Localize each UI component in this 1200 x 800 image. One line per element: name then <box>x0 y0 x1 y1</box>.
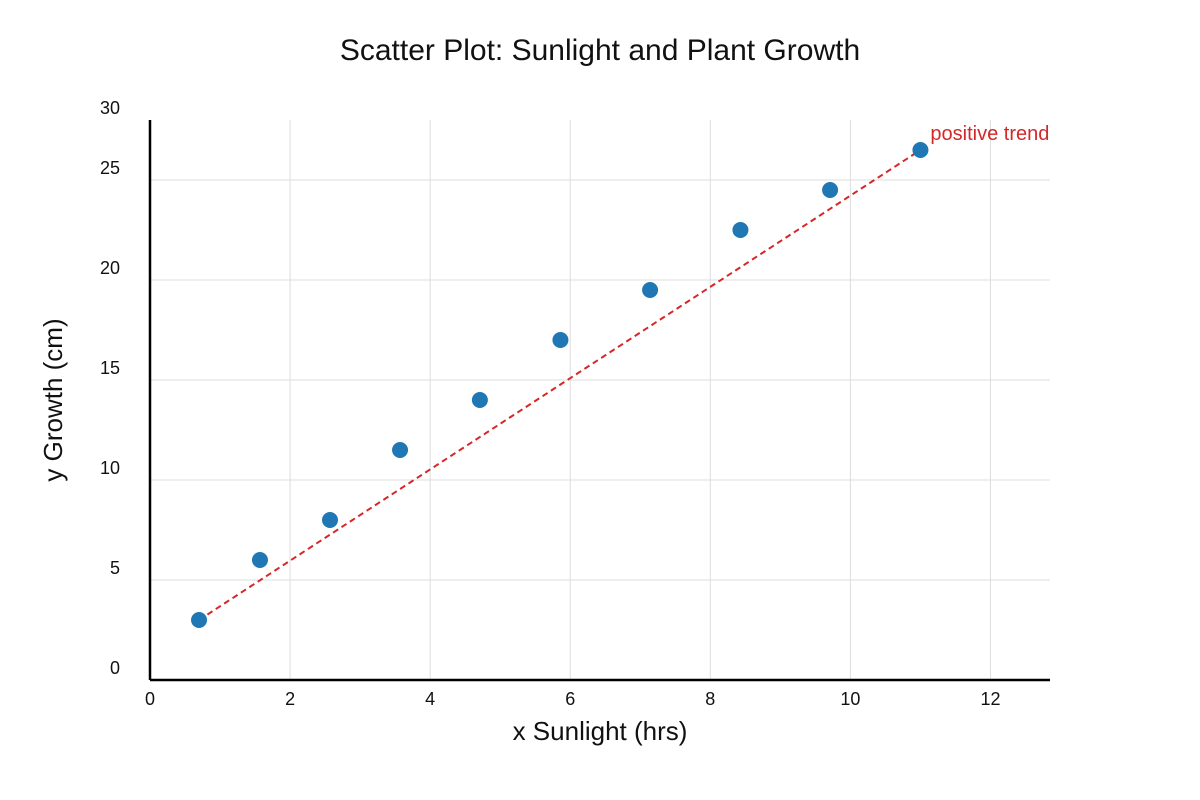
x-tick-labels: 0 2 4 6 8 10 12 <box>145 689 1000 709</box>
data-point-3 <box>392 442 409 458</box>
x-tick-label-0: 0 <box>145 689 155 709</box>
x-tick-label-3: 6 <box>565 689 575 709</box>
x-tick-label-4: 8 <box>705 689 715 709</box>
x-tick-label-1: 2 <box>285 689 295 709</box>
data-point-2 <box>322 512 338 528</box>
data-point-1 <box>251 552 268 568</box>
data-point-9 <box>912 142 929 158</box>
y-tick-label-3: 15 <box>100 358 120 378</box>
grid-lines <box>150 120 1050 680</box>
y-tick-label-2: 10 <box>100 458 120 478</box>
chart-title: Scatter Plot: Sunlight and Plant Growth <box>340 34 860 67</box>
data-point-0 <box>191 612 208 628</box>
y-tick-label-0: 0 <box>110 658 120 678</box>
annotation-positive-trend: positive trend <box>930 123 1049 145</box>
data-point-7 <box>732 222 749 238</box>
data-point-6 <box>642 282 659 298</box>
data-point-5 <box>552 332 569 348</box>
y-tick-label-1: 5 <box>110 558 120 578</box>
x-tick-label-6: 12 <box>980 689 1000 709</box>
x-axis-label: x Sunlight (hrs) <box>513 716 688 746</box>
x-tick-label-5: 10 <box>840 689 860 709</box>
data-point-4 <box>471 392 488 408</box>
y-tick-labels: 0 5 10 15 20 25 30 <box>100 98 120 678</box>
y-tick-label-6: 30 <box>100 98 120 118</box>
y-tick-label-4: 20 <box>100 258 120 278</box>
y-tick-label-5: 25 <box>100 158 120 178</box>
data-point-8 <box>822 182 839 198</box>
data-points <box>191 142 929 628</box>
y-axis-label: y Growth (cm) <box>38 318 68 481</box>
x-tick-label-2: 4 <box>425 689 435 709</box>
trend-line <box>198 149 921 621</box>
